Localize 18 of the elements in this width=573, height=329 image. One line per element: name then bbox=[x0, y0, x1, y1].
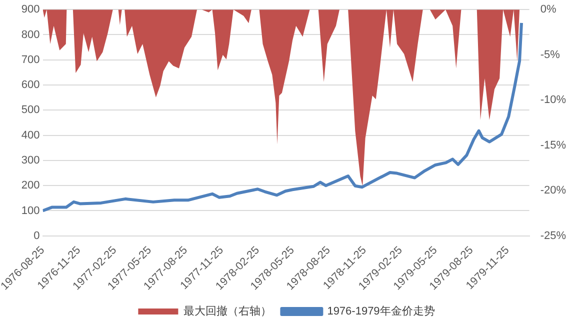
y-tick-label: 700 bbox=[21, 54, 40, 66]
y2-tick-label: -25% bbox=[540, 230, 566, 242]
y2-tick-label: -20% bbox=[540, 184, 566, 197]
y2-tick-label: 0% bbox=[540, 4, 556, 16]
y-tick-label: 0 bbox=[34, 230, 40, 242]
y-tick-label: 400 bbox=[21, 129, 40, 142]
y-tick-label: 500 bbox=[21, 104, 40, 116]
y2-tick-label: -5% bbox=[540, 48, 560, 61]
legend-label: 最大回撤（右轴） bbox=[184, 304, 272, 318]
legend-label: 1976-1979年金价走势 bbox=[327, 304, 435, 318]
y-tick-label: 600 bbox=[21, 79, 40, 92]
y-tick-label: 800 bbox=[21, 28, 40, 41]
y-tick-label: 900 bbox=[21, 4, 40, 16]
y-tick-label: 200 bbox=[21, 180, 40, 192]
y-tick-label: 300 bbox=[21, 154, 40, 166]
y2-tick-label: -10% bbox=[540, 94, 566, 106]
y-tick-label: 100 bbox=[21, 204, 40, 217]
y2-tick-label: -15% bbox=[540, 139, 566, 152]
